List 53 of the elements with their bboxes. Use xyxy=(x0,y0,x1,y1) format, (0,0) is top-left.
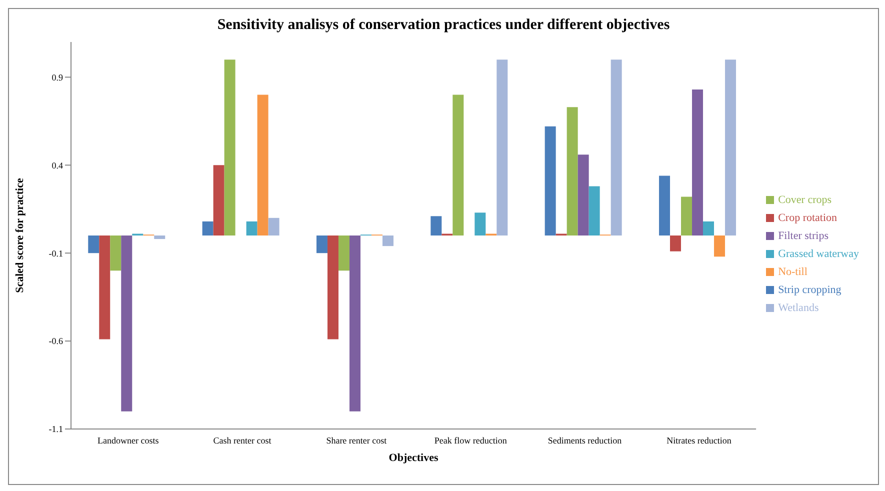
bar xyxy=(714,236,726,257)
bar xyxy=(566,107,578,236)
bar xyxy=(452,94,464,236)
bar xyxy=(578,154,589,236)
bar xyxy=(246,221,258,236)
x-tick-label: Sediments reduction xyxy=(548,435,622,446)
bar xyxy=(544,126,556,236)
bar xyxy=(681,196,692,236)
legend-label: Crop rotation xyxy=(778,212,838,224)
bar xyxy=(154,236,166,240)
bar xyxy=(268,218,280,236)
bar xyxy=(121,236,132,412)
bar xyxy=(257,94,268,236)
legend-label: Wetlands xyxy=(778,302,819,314)
bar xyxy=(316,236,328,254)
legend-label: Cover crops xyxy=(778,194,832,206)
bar xyxy=(110,236,122,271)
legend-label: Filter strips xyxy=(778,230,828,242)
bar xyxy=(202,221,214,236)
x-tick-label: Cash renter cost xyxy=(213,435,272,446)
bar xyxy=(659,176,670,236)
y-tick-label: -1.1 xyxy=(48,424,63,434)
legend-label: Grassed waterway xyxy=(778,248,859,260)
bar xyxy=(327,236,338,340)
bar xyxy=(213,165,224,236)
bar xyxy=(99,236,110,340)
bar xyxy=(430,216,442,236)
x-tick-label: Nitrates reduction xyxy=(666,435,732,446)
bar xyxy=(349,236,360,412)
legend-label: Strip cropping xyxy=(778,284,842,296)
y-axis-title: Scaled score for practice xyxy=(14,178,26,293)
x-tick-label: Landowner costs xyxy=(97,435,160,446)
y-tick-label: -0.6 xyxy=(48,336,64,346)
legend-label: No-till xyxy=(778,266,808,278)
bar xyxy=(692,89,704,236)
x-tick-label: Peak flow reduction xyxy=(434,435,508,446)
bar xyxy=(703,221,714,236)
bar xyxy=(610,60,622,236)
bar xyxy=(496,60,508,236)
bar xyxy=(670,236,682,252)
bar xyxy=(88,236,100,254)
y-tick-label: -0.1 xyxy=(48,248,63,258)
bar xyxy=(725,60,736,236)
y-tick-label: 0.4 xyxy=(52,160,64,170)
bar xyxy=(338,236,350,271)
bar xyxy=(474,212,486,236)
x-axis-title: Objectives xyxy=(388,452,439,464)
bar xyxy=(382,236,394,246)
bar xyxy=(224,60,236,236)
y-tick-label: 0.9 xyxy=(52,72,64,82)
chart-title: Sensitivity analisys of conservation practices under different objectives xyxy=(216,17,671,34)
x-tick-label: Share renter cost xyxy=(326,435,388,446)
bar xyxy=(588,186,600,236)
